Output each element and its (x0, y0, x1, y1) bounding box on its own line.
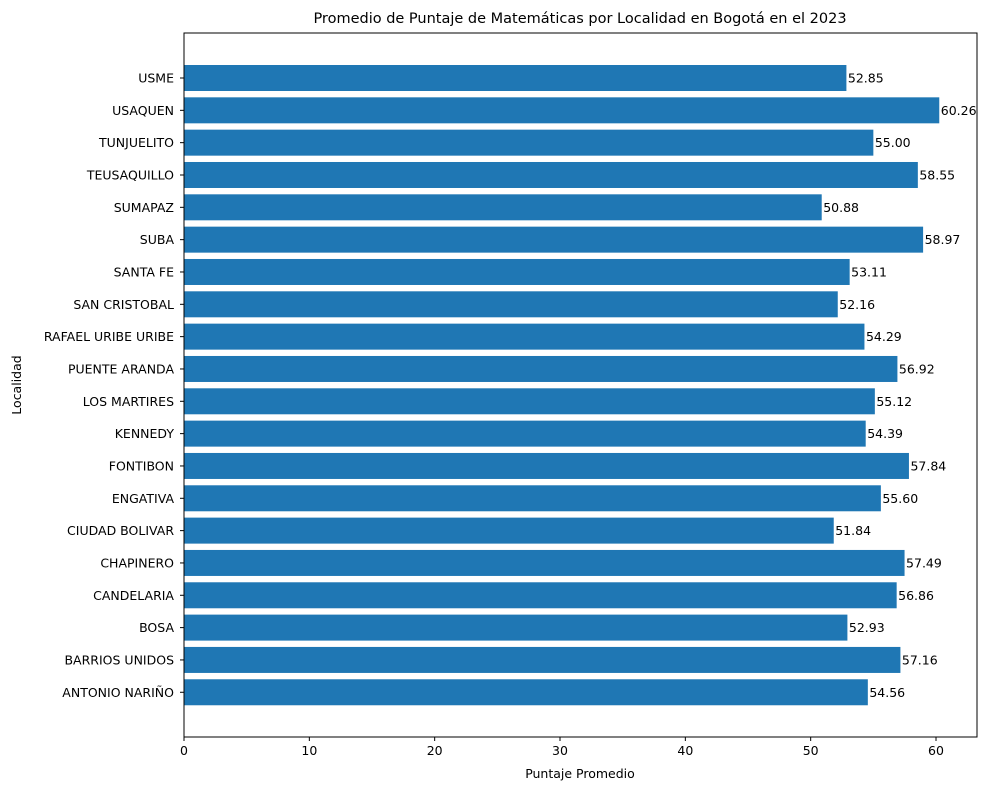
y-tick-label: SAN CRISTOBAL (73, 297, 174, 312)
bar (184, 582, 897, 609)
bar-value-label: 56.86 (898, 588, 934, 603)
x-axis-ticks: 0 10 20 30 40 50 60 (180, 737, 944, 758)
bar-value-label: 55.12 (876, 394, 912, 409)
bar-value-label: 55.60 (882, 491, 918, 506)
bar (184, 485, 881, 512)
bar (184, 614, 848, 641)
x-tick-label: 20 (427, 743, 443, 758)
y-tick-label: TEUSAQUILLO (86, 167, 174, 182)
bar-value-label: 52.16 (839, 297, 875, 312)
bar-value-label: 57.16 (902, 652, 938, 667)
bar (184, 323, 865, 350)
bar (184, 679, 868, 706)
bar-value-label: 60.26 (941, 103, 977, 118)
y-tick-label: CANDELARIA (93, 588, 174, 603)
y-tick-label: PUENTE ARANDA (68, 361, 174, 376)
y-tick-label: LOS MARTIRES (83, 394, 174, 409)
bar-value-label: 58.97 (925, 232, 961, 247)
x-tick-label: 30 (552, 743, 568, 758)
bar-value-label: 54.39 (867, 426, 903, 441)
y-tick-label: SANTA FE (114, 264, 174, 279)
bar (184, 129, 874, 156)
bar-value-label: 51.84 (835, 523, 871, 538)
x-tick-label: 60 (928, 743, 944, 758)
bar-value-label: 54.29 (866, 329, 902, 344)
x-axis-label: Puntaje Promedio (525, 766, 635, 781)
bar-value-label: 52.93 (849, 620, 885, 635)
bar (184, 291, 838, 318)
y-axis-label: Localidad (9, 355, 24, 414)
bar-value-label: 58.55 (919, 167, 955, 182)
bar (184, 258, 850, 285)
bars-group (184, 65, 940, 706)
bar (184, 420, 866, 447)
bar (184, 226, 924, 253)
bar (184, 97, 940, 124)
y-tick-label: SUBA (140, 232, 175, 247)
bar (184, 161, 918, 188)
bar-value-label: 52.85 (848, 71, 884, 86)
bar-value-label: 57.84 (910, 458, 946, 473)
y-axis-ticks: USME USAQUEN TUNJUELITO TEUSAQUILLO SUMAPAZ S… (44, 71, 184, 700)
y-tick-label: USME (138, 71, 174, 86)
x-tick-label: 40 (677, 743, 693, 758)
x-tick-label: 10 (301, 743, 317, 758)
plot-frame (183, 32, 978, 738)
y-tick-label: BARRIOS UNIDOS (64, 652, 174, 667)
y-tick-label: CHAPINERO (100, 555, 174, 570)
y-tick-label: ENGATIVA (112, 491, 175, 506)
bar (184, 646, 901, 673)
bar-value-label: 50.88 (823, 200, 859, 215)
y-tick-label: ANTONIO NARIÑO (62, 685, 174, 700)
bar-value-label: 55.00 (875, 135, 911, 150)
bar (184, 452, 909, 479)
y-tick-label: USAQUEN (112, 103, 174, 118)
y-tick-label: SUMAPAZ (114, 200, 174, 215)
y-tick-label: BOSA (139, 620, 174, 635)
bar (184, 194, 822, 221)
bar-value-label: 56.92 (899, 361, 935, 376)
y-tick-label: KENNEDY (115, 426, 175, 441)
bar (184, 517, 834, 544)
y-tick-label: CIUDAD BOLIVAR (67, 523, 174, 538)
value-labels-group: 52.85 60.26 55.00 58.55 50.88 58.97 53.11 52.16… (823, 71, 976, 700)
bar (184, 65, 847, 91)
bar (184, 549, 905, 576)
bar-value-label: 57.49 (906, 555, 942, 570)
x-tick-label: 50 (803, 743, 819, 758)
bar (184, 355, 898, 382)
y-tick-label: FONTIBON (109, 458, 174, 473)
x-tick-label: 0 (180, 743, 188, 758)
y-tick-label: TUNJUELITO (98, 135, 174, 150)
chart-title: Promedio de Puntaje de Matemáticas por L… (313, 11, 846, 27)
bar-value-label: 54.56 (869, 685, 905, 700)
y-tick-label: RAFAEL URIBE URIBE (44, 329, 174, 344)
bar (184, 388, 875, 415)
bar-value-label: 53.11 (851, 264, 887, 279)
